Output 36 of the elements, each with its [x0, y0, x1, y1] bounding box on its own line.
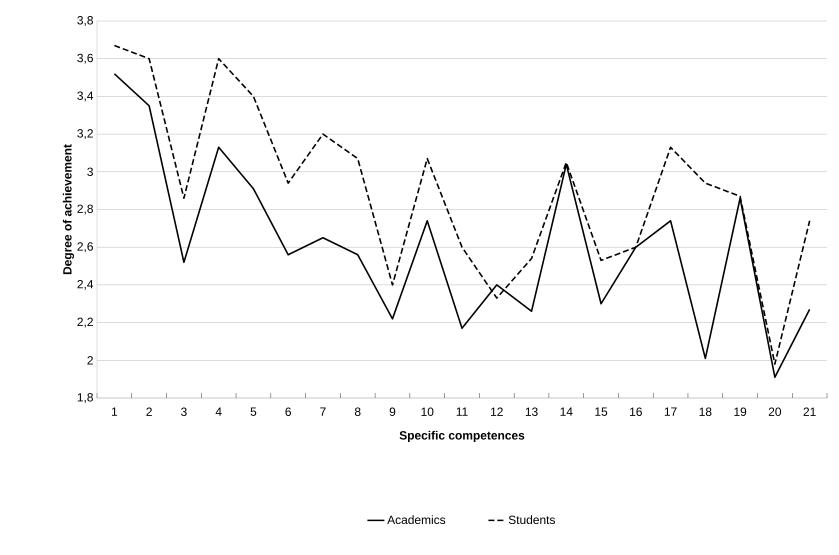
x-tick-label: 17	[664, 408, 677, 416]
y-tick-label: 3,6	[77, 54, 93, 64]
x-tick-label: 14	[560, 408, 573, 416]
x-tick-label: 1	[112, 408, 118, 416]
x-tick-label: 19	[734, 408, 746, 416]
x-tick-label: 7	[320, 408, 326, 416]
x-tick-label: 6	[285, 408, 291, 416]
x-tick-label: 11	[456, 408, 468, 416]
x-tick-label: 18	[700, 408, 712, 416]
x-tick-label: 16	[630, 408, 642, 416]
y-tick-label: 3,2	[77, 129, 93, 140]
y-tick-label: 3,8	[77, 16, 93, 26]
y-tick-label: 2,4	[77, 280, 94, 290]
y-tick-label: 1,8	[78, 393, 93, 403]
x-tick-label: 12	[491, 408, 503, 416]
x-tick-label: 10	[422, 408, 434, 416]
x-tick-label: 3	[181, 408, 187, 416]
x-tick-label: 2	[146, 408, 152, 416]
x-tick-label: 13	[526, 408, 538, 416]
x-tick-label: 9	[390, 408, 396, 416]
y-tick-label: 3,4	[77, 91, 94, 102]
y-tick-label: 3	[87, 168, 93, 176]
y-tick-label: 2,6	[77, 242, 93, 252]
x-tick-label: 8	[354, 408, 361, 416]
y-axis-title: Degree of achievement	[62, 144, 74, 274]
y-tick-label: 2,2	[77, 318, 93, 328]
x-tick-label: 21	[804, 408, 816, 416]
legend-label: Students	[508, 515, 555, 524]
x-tick-label: 15	[595, 408, 608, 416]
x-axis-title: Specific competences	[400, 430, 524, 442]
x-tick-label: 20	[768, 408, 782, 416]
x-tick-label: 5	[250, 408, 256, 416]
y-tick-label: 2,8	[77, 204, 93, 214]
x-tick-label: 4	[216, 408, 222, 416]
y-tick-label: 2	[87, 356, 93, 364]
legend-label: Academics	[387, 515, 446, 524]
